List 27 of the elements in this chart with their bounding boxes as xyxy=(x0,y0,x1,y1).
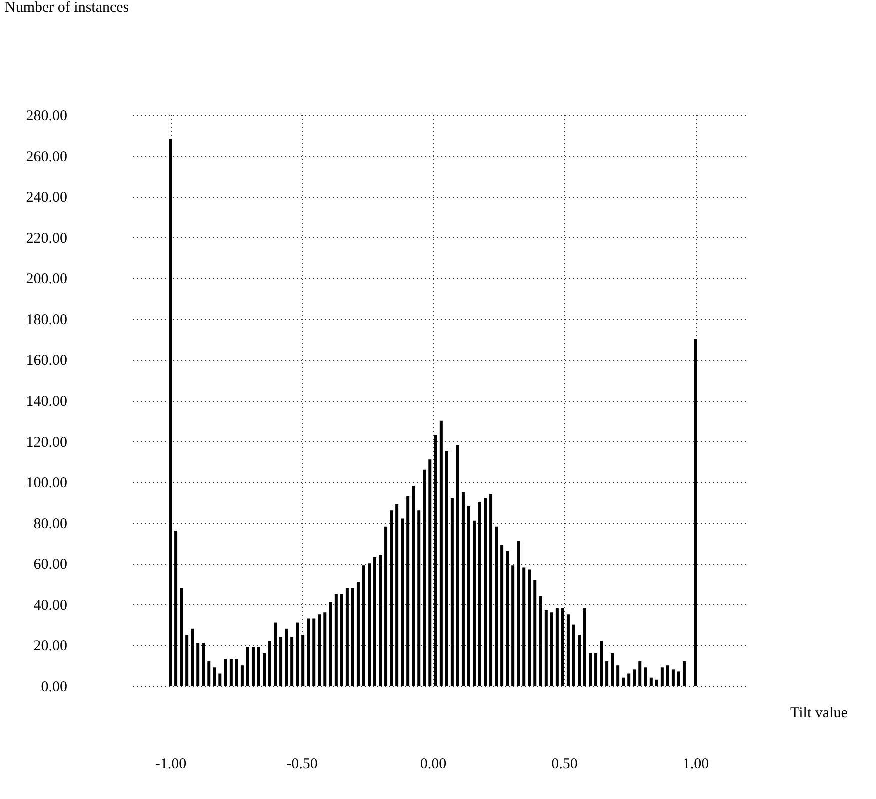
x-axis-title: Tilt value xyxy=(790,706,848,722)
y-tick-label: 60.00 xyxy=(34,557,68,574)
y-tick-label: 20.00 xyxy=(34,638,68,655)
y-tick-label: 260.00 xyxy=(26,149,68,166)
bar xyxy=(218,674,222,686)
y-tick-label: 220.00 xyxy=(26,230,68,247)
bar xyxy=(638,662,642,686)
y-tick-label: 120.00 xyxy=(26,434,68,451)
y-tick-label: 40.00 xyxy=(34,598,68,614)
y-tick-label: 100.00 xyxy=(26,476,68,492)
text: Number of instances xyxy=(5,0,130,16)
bar xyxy=(246,647,250,686)
y-tick-label: 280.00 xyxy=(26,108,68,124)
y-tick-label: 240.00 xyxy=(26,190,68,206)
bar xyxy=(594,653,598,686)
x-tick-label: 0.50 xyxy=(552,756,578,772)
y-tick-label: 80.00 xyxy=(34,516,68,532)
y-tick-label: 0.00 xyxy=(41,680,68,696)
bar xyxy=(666,666,670,686)
x-tick-label: -0.50 xyxy=(286,756,318,772)
x-tick-label: 1.00 xyxy=(682,756,710,772)
y-tick-label: 200.00 xyxy=(26,272,68,288)
y-tick-label: 180.00 xyxy=(26,312,68,328)
y-tick-label: 160.00 xyxy=(26,353,68,370)
x-tick-label: 0.00 xyxy=(420,756,447,772)
x-tick-label: -1.00 xyxy=(155,756,187,772)
y-tick-label: 140.00 xyxy=(26,394,68,410)
